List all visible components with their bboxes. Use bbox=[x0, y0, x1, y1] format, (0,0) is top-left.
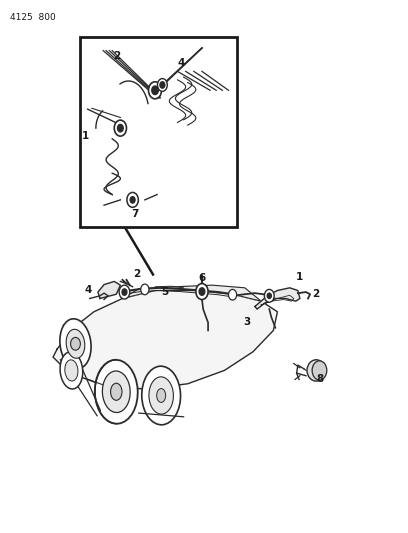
Circle shape bbox=[196, 284, 208, 300]
Circle shape bbox=[199, 288, 205, 295]
Text: 4125  800: 4125 800 bbox=[10, 13, 56, 22]
Text: 4: 4 bbox=[84, 286, 91, 295]
Text: 1: 1 bbox=[296, 272, 304, 282]
Polygon shape bbox=[255, 288, 300, 309]
Ellipse shape bbox=[142, 366, 181, 425]
Circle shape bbox=[267, 293, 271, 298]
Ellipse shape bbox=[149, 377, 173, 414]
Circle shape bbox=[118, 124, 123, 132]
Circle shape bbox=[141, 284, 149, 295]
Ellipse shape bbox=[60, 319, 91, 369]
Circle shape bbox=[149, 82, 162, 99]
Circle shape bbox=[157, 78, 167, 91]
Ellipse shape bbox=[66, 329, 85, 358]
Circle shape bbox=[264, 289, 274, 302]
Ellipse shape bbox=[307, 360, 326, 381]
Circle shape bbox=[127, 192, 138, 207]
Circle shape bbox=[122, 289, 127, 295]
Text: 1: 1 bbox=[82, 131, 89, 141]
Text: 8: 8 bbox=[317, 375, 324, 384]
Text: 4: 4 bbox=[178, 58, 185, 68]
Text: 7: 7 bbox=[131, 209, 138, 219]
Circle shape bbox=[160, 82, 165, 88]
Text: 6: 6 bbox=[198, 273, 206, 283]
Polygon shape bbox=[53, 290, 277, 389]
Polygon shape bbox=[98, 281, 120, 298]
Circle shape bbox=[312, 361, 327, 380]
Ellipse shape bbox=[60, 352, 83, 389]
Circle shape bbox=[114, 120, 126, 136]
Circle shape bbox=[119, 285, 130, 299]
Circle shape bbox=[152, 86, 158, 94]
Text: 5: 5 bbox=[162, 287, 169, 297]
Text: 2: 2 bbox=[113, 51, 120, 61]
Ellipse shape bbox=[157, 389, 166, 402]
Text: 2: 2 bbox=[313, 289, 320, 299]
Ellipse shape bbox=[65, 360, 78, 381]
Circle shape bbox=[228, 289, 237, 300]
Ellipse shape bbox=[102, 371, 130, 413]
Ellipse shape bbox=[111, 383, 122, 400]
Polygon shape bbox=[122, 285, 261, 301]
Circle shape bbox=[130, 197, 135, 203]
Bar bbox=[80, 37, 237, 227]
Ellipse shape bbox=[95, 360, 138, 424]
Text: 2: 2 bbox=[133, 270, 140, 279]
Text: 3: 3 bbox=[243, 318, 251, 327]
Circle shape bbox=[71, 337, 80, 350]
